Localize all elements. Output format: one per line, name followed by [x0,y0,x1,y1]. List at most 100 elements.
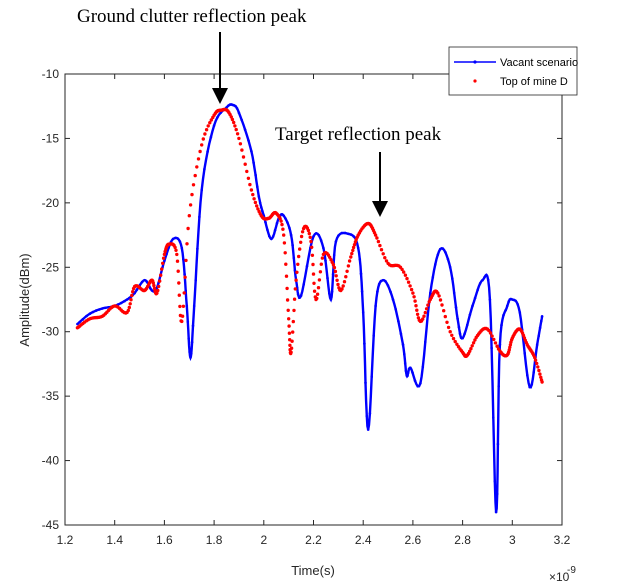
data-point [185,304,189,308]
data-point [340,287,344,291]
x-tick-label: 3.2 [554,533,571,547]
data-point [127,305,131,310]
data-point [216,116,219,119]
data-point [310,245,314,249]
data-point [299,234,304,239]
data-point [240,118,243,122]
data-point [234,104,237,108]
data-point [295,270,299,274]
data-point [358,258,362,261]
y-tick-label: -10 [42,67,60,81]
data-point [152,283,156,288]
data-point [361,311,365,314]
data-point [502,313,505,317]
data-point [286,308,290,312]
data-point [364,381,367,385]
data-point [287,324,291,328]
data-point [240,148,244,152]
data-point [319,239,323,242]
data-point [76,322,79,326]
data-point [280,222,284,227]
data-point [178,304,182,309]
data-point [192,304,196,308]
data-point [253,200,258,205]
data-point [426,303,430,307]
data-point [523,351,526,355]
data-point [212,124,216,127]
data-point [315,292,320,296]
data-point [198,215,201,219]
data-point [315,296,319,301]
data-point [193,173,197,178]
data-point [175,252,179,257]
data-point [283,251,287,255]
data-point [196,157,201,161]
data-point [446,257,450,261]
data-point [131,290,135,294]
data-point [352,235,356,238]
data-point [198,149,202,154]
data-point [414,304,418,308]
x-axis-label: Time(s) [291,563,335,578]
data-point [149,287,152,290]
data-point [180,246,184,250]
data-point [494,510,498,514]
x-tick-label: 1.8 [206,533,223,547]
data-point [336,282,340,287]
data-point [248,182,252,187]
data-point [126,308,130,313]
y-tick-label: -20 [42,196,60,210]
data-point [310,253,315,257]
data-point [384,279,387,283]
data-point [530,383,534,386]
data-point [252,161,255,164]
data-point [159,273,163,277]
data-point [413,379,417,383]
data-point [237,136,241,141]
data-point [119,301,123,305]
data-point [378,243,382,248]
data-point [312,289,317,293]
data-point [383,256,387,260]
data-point [391,298,395,301]
data-point [394,308,398,311]
data-point [256,207,260,211]
data-point [85,314,88,318]
data-point [442,309,446,313]
data-point [441,247,445,250]
data-point [174,236,177,240]
data-point [282,214,286,217]
data-point [334,240,338,243]
x-exponent-base: ×10 [549,570,570,584]
data-point [487,328,491,333]
data-point [266,228,269,232]
data-point [426,313,430,317]
data-point [386,284,390,287]
data-point [322,246,325,250]
data-point [191,324,195,328]
data-point [416,385,420,388]
data-point [409,287,414,292]
data-point [287,317,291,321]
data-point [458,332,462,336]
data-point [444,251,447,254]
data-point [184,258,188,263]
data-point [294,278,298,282]
data-point [285,298,290,302]
data-point [403,352,406,356]
data-point [404,369,408,373]
annotation-target-peak: Target reflection peak [275,124,442,145]
data-point [406,371,410,374]
plot-area [64,73,563,526]
data-point [518,311,522,314]
data-point [209,135,213,139]
data-point [203,167,206,171]
data-point [493,479,497,483]
data-point [282,233,286,237]
x-tick-label: 2 [260,533,267,547]
data-point [140,280,144,284]
data-point [434,263,437,266]
data-point [468,349,472,353]
data-point [419,382,422,385]
